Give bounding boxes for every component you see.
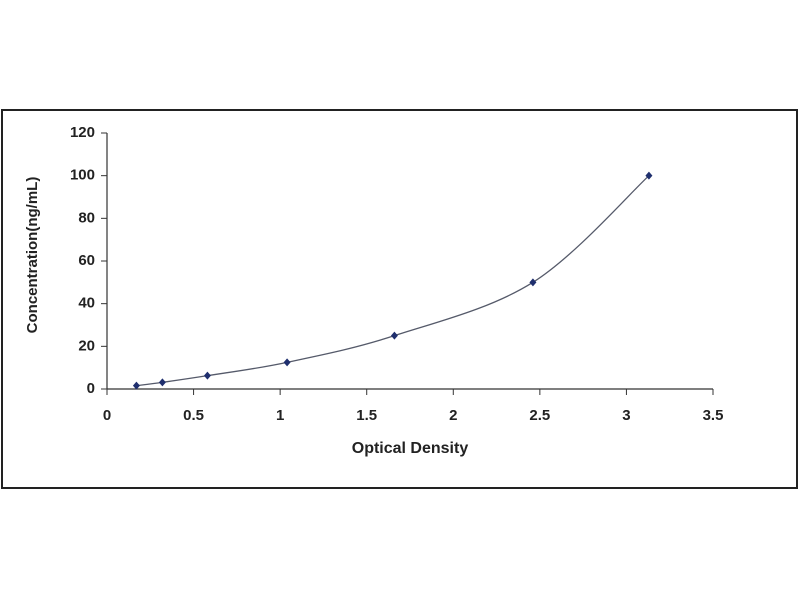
data-point — [203, 371, 211, 380]
data-point — [283, 358, 291, 367]
data-point — [132, 381, 140, 390]
x-tick-label: 3 — [622, 407, 630, 424]
fit-line — [136, 175, 650, 387]
x-axis-title: Optical Density — [352, 440, 469, 457]
x-tick-label: 2 — [449, 407, 457, 424]
y-tick-label: 60 — [78, 252, 95, 269]
y-tick-label: 120 — [70, 124, 95, 141]
data-point — [390, 331, 398, 340]
x-tick-label: 3.5 — [703, 407, 724, 424]
chart-frame — [1, 109, 798, 489]
x-tick-label: 0 — [103, 407, 111, 424]
y-tick-label: 100 — [70, 167, 95, 184]
x-tick-label: 1.5 — [356, 407, 377, 424]
y-tick-label: 0 — [87, 380, 95, 397]
x-tick-label: 0.5 — [183, 407, 204, 424]
y-axis-title: Concentration(ng/mL) — [24, 177, 41, 334]
data-point — [529, 278, 537, 287]
data-point — [158, 378, 166, 387]
y-tick-label: 80 — [78, 209, 95, 226]
y-tick-label: 40 — [78, 295, 95, 312]
data-point — [645, 171, 653, 180]
x-tick-label: 2.5 — [529, 407, 550, 424]
y-tick-label: 20 — [78, 337, 95, 354]
x-tick-label: 1 — [276, 407, 284, 424]
